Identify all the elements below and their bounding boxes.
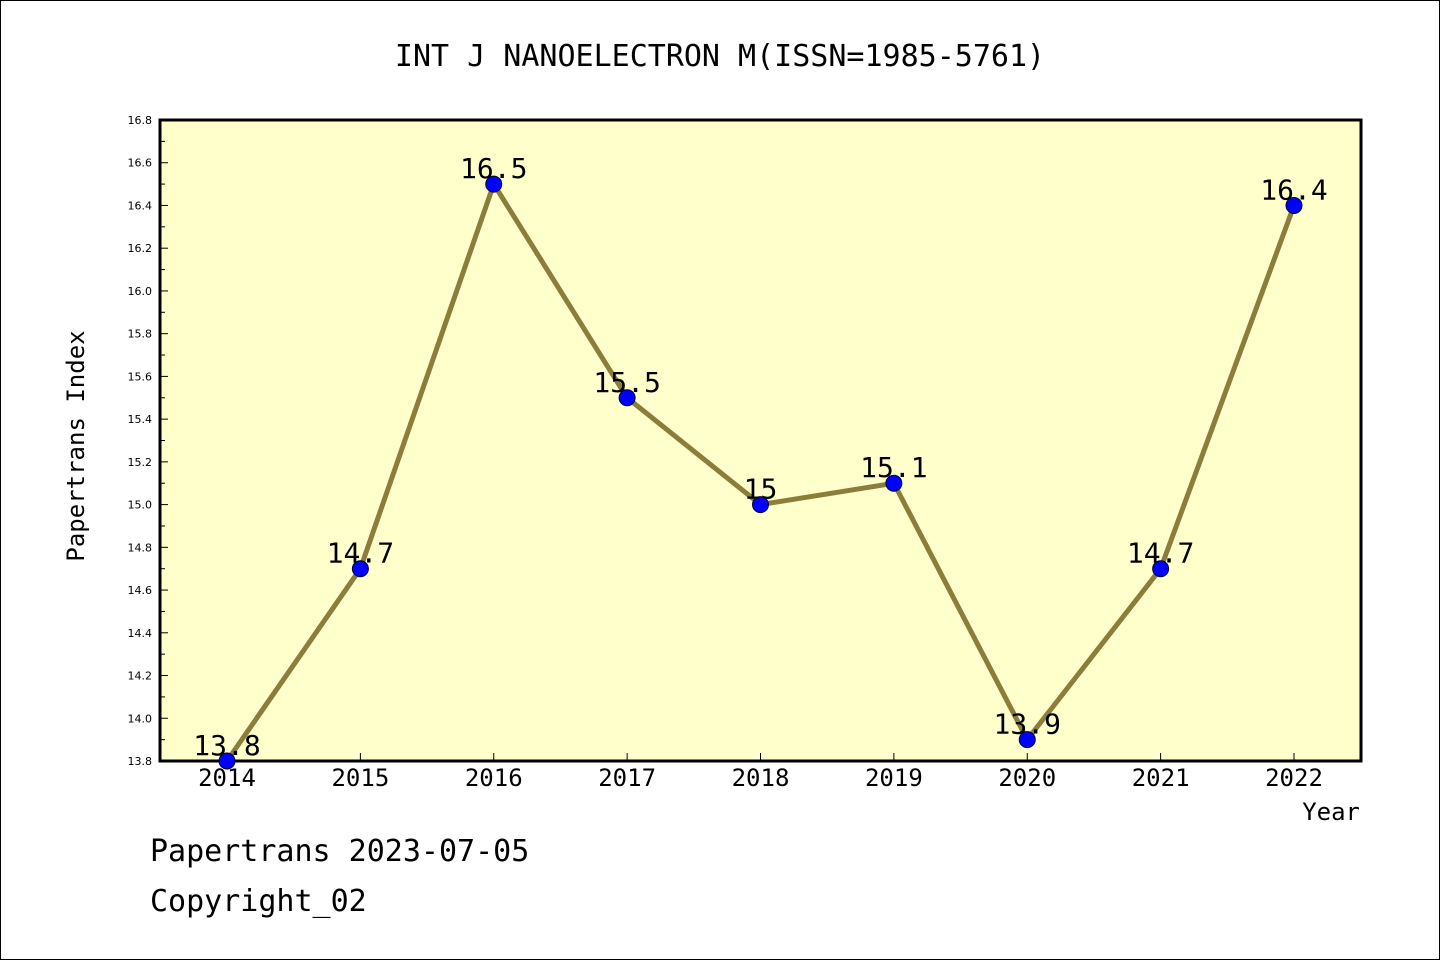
x-tick-label: 2021 <box>1132 764 1190 792</box>
data-label: 14.7 <box>327 537 394 570</box>
data-label: 15.5 <box>593 366 660 399</box>
data-label: 15 <box>744 473 778 506</box>
data-point <box>885 474 903 492</box>
y-tick-label: 16.4 <box>128 199 153 212</box>
y-tick-label: 15.6 <box>128 370 153 383</box>
data-point <box>1018 731 1036 749</box>
data-label: 16.4 <box>1260 173 1327 206</box>
data-label: 15.1 <box>860 451 927 484</box>
series-layer: 13.8 14.7 16.5 15.5 15 15.1 13.9 14.7 16.4 <box>193 152 1328 770</box>
y-tick-label: 16.6 <box>128 157 153 170</box>
y-tick-label: 14.0 <box>128 712 153 725</box>
data-point <box>351 560 369 578</box>
data-label: 14.7 <box>1127 537 1194 570</box>
y-tick-label: 16.0 <box>128 285 153 298</box>
data-point <box>752 496 769 514</box>
x-tick-label: 2019 <box>865 764 923 792</box>
chart-title: INT J NANOELECTRON M(ISSN=1985-5761) <box>395 39 1045 74</box>
footer-date: Papertrans 2023-07-05 <box>150 834 530 869</box>
data-point <box>618 389 636 407</box>
y-tick-label: 15.4 <box>128 413 153 426</box>
y-tick-label: 15.0 <box>128 499 153 512</box>
data-label: 13.8 <box>193 729 260 762</box>
y-tick-label: 14.8 <box>128 541 153 554</box>
y-tick-label: 16.8 <box>128 114 153 127</box>
plot-area <box>158 118 1363 763</box>
data-point <box>1152 560 1170 578</box>
data-point <box>485 175 503 193</box>
footer-copyright: Copyright_02 <box>150 884 367 919</box>
data-point <box>218 752 236 770</box>
y-tick-label: 14.2 <box>128 670 153 683</box>
y-tick-label: 13.8 <box>128 755 153 768</box>
data-label: 16.5 <box>460 152 527 185</box>
x-tick-label: 2016 <box>465 764 523 792</box>
y-axis: 13.8 14.0 14.2 14.4 14.6 14.8 15.0 15.2 15.4 15.6… <box>128 114 168 768</box>
data-label: 13.9 <box>994 708 1061 741</box>
data-point <box>1285 196 1303 214</box>
x-tick-label: 2018 <box>732 764 790 792</box>
x-tick-label: 2015 <box>331 764 389 792</box>
x-axis-label: Year <box>1302 798 1360 826</box>
y-tick-label: 15.8 <box>128 328 153 341</box>
x-tick-label: 2020 <box>998 764 1056 792</box>
y-tick-label: 16.2 <box>128 242 153 255</box>
x-tick-label: 2017 <box>598 764 656 792</box>
y-tick-label: 15.2 <box>128 456 153 469</box>
y-tick-label: 14.6 <box>128 584 153 597</box>
x-axis: 2014 2015 2016 2017 2018 2019 2020 2021 2022 <box>198 753 1323 792</box>
y-axis-label: Papertrans Index <box>62 330 90 561</box>
x-tick-label: 2022 <box>1265 764 1323 792</box>
y-tick-label: 14.4 <box>128 627 153 640</box>
